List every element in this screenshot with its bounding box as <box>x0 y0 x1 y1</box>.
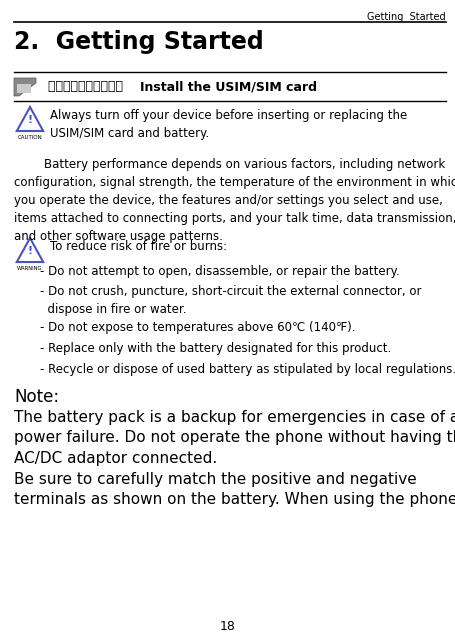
Text: 错误！未找到引用源。: 错误！未找到引用源。 <box>48 80 127 93</box>
Text: Be sure to carefully match the positive and negative
terminals as shown on the b: Be sure to carefully match the positive … <box>14 472 455 507</box>
Text: To reduce risk of fire or burns:: To reduce risk of fire or burns: <box>50 240 227 253</box>
Text: The battery pack is a backup for emergencies in case of a
power failure. Do not : The battery pack is a backup for emergen… <box>14 410 455 466</box>
Text: Always turn off your device before inserting or replacing the
USIM/SIM card and : Always turn off your device before inser… <box>50 109 406 140</box>
Text: CAUTION: CAUTION <box>18 135 42 140</box>
Text: WARNING: WARNING <box>17 266 43 271</box>
Polygon shape <box>14 78 36 96</box>
Text: !: ! <box>27 115 32 125</box>
Text: Note:: Note: <box>14 388 59 406</box>
Text: !: ! <box>27 246 32 256</box>
Polygon shape <box>17 238 43 262</box>
Text: - Do not crush, puncture, short-circuit the external connector, or
  dispose in : - Do not crush, puncture, short-circuit … <box>40 285 420 316</box>
Text: - Replace only with the battery designated for this product.: - Replace only with the battery designat… <box>40 342 390 355</box>
Text: Getting  Started: Getting Started <box>367 12 445 22</box>
Text: - Do not attempt to open, disassemble, or repair the battery.: - Do not attempt to open, disassemble, o… <box>40 265 399 278</box>
Text: - Do not expose to temperatures above 60℃ (140℉).: - Do not expose to temperatures above 60… <box>40 322 355 334</box>
Text: Battery performance depends on various factors, including network
configuration,: Battery performance depends on various f… <box>14 158 455 243</box>
Text: - Recycle or dispose of used battery as stipulated by local regulations.: - Recycle or dispose of used battery as … <box>40 363 455 376</box>
Text: Install the USIM/SIM card: Install the USIM/SIM card <box>140 80 316 93</box>
FancyBboxPatch shape <box>17 84 31 93</box>
Text: 18: 18 <box>220 620 235 633</box>
Text: 2.  Getting Started: 2. Getting Started <box>14 30 263 54</box>
Polygon shape <box>17 107 43 131</box>
